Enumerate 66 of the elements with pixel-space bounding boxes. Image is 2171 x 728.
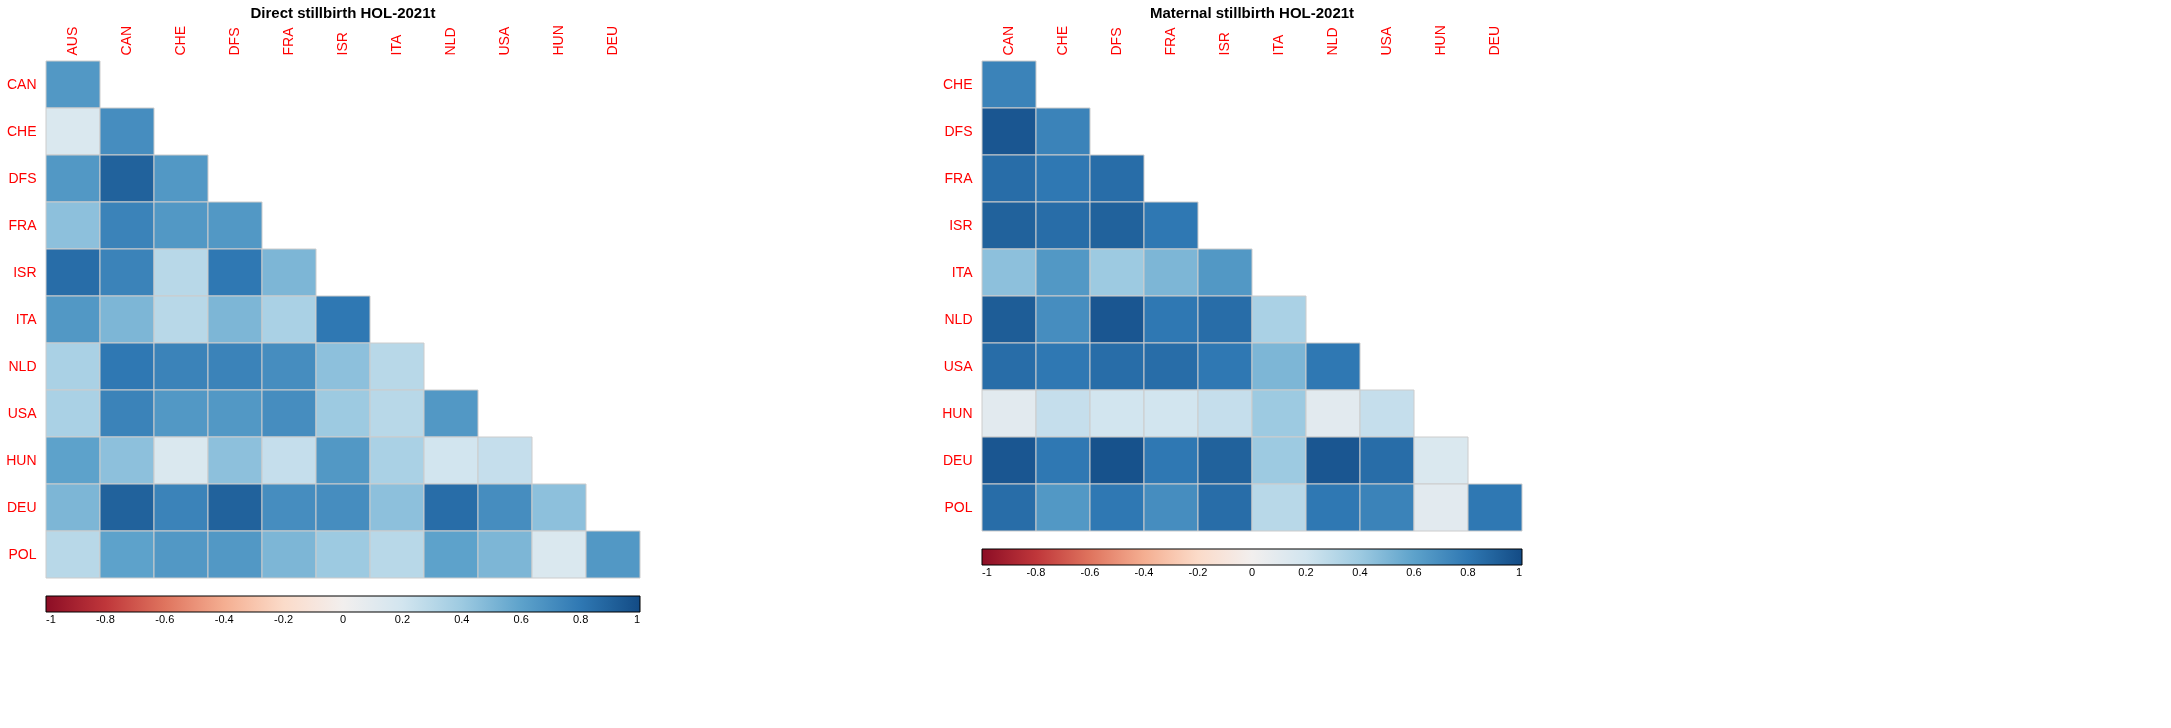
color-bar-label: -0.4 (1134, 566, 1154, 578)
y-tick-label: POL (8, 545, 37, 562)
x-tick-label: FRA (1162, 26, 1178, 56)
color-bar-label: 0.4 (454, 613, 470, 625)
chart-title: Direct stillbirth HOL-2021t (250, 3, 436, 21)
x-tick-label: DEU (604, 25, 620, 56)
color-bar-label: 0.6 (513, 613, 529, 625)
x-tick-label: DFS (226, 27, 242, 56)
x-tick-label: CAN (118, 25, 134, 56)
color-bar-label: -0.8 (95, 613, 115, 625)
color-bar-label: -0.4 (214, 613, 234, 625)
x-tick-label: AUS (64, 26, 80, 56)
color-bar-label: 1 (633, 613, 640, 625)
y-tick-label: DEU (942, 451, 973, 468)
y-tick-label: NLD (944, 310, 973, 327)
x-tick-label: CHE (1054, 25, 1070, 56)
x-tick-label: ITA (388, 34, 404, 56)
color-bar-label: 0 (1248, 566, 1256, 578)
x-tick-label: ISR (334, 32, 350, 56)
color-bar-label: -0.2 (1188, 566, 1208, 578)
x-tick-label: USA (496, 26, 512, 56)
x-tick-label: FRA (280, 26, 296, 56)
y-tick-label: POL (944, 498, 973, 515)
x-tick-label: USA (1378, 26, 1394, 56)
color-bar-label: 0 (339, 613, 347, 625)
y-tick-label: FRA (8, 216, 38, 233)
y-tick-label: CHE (6, 122, 37, 139)
x-tick-label: HUN (550, 25, 566, 56)
color-bar-label: -1 (982, 566, 992, 578)
y-tick-label: DFS (944, 122, 973, 139)
y-tick-label: CHE (942, 75, 973, 92)
y-tick-label: ISR (949, 216, 973, 233)
y-tick-label: USA (7, 404, 38, 421)
y-tick-label: ITA (951, 263, 974, 280)
y-tick-label: ITA (15, 310, 38, 327)
x-tick-label: ISR (1216, 32, 1232, 56)
x-tick-label: NLD (1324, 27, 1340, 56)
x-tick-label: DFS (1108, 27, 1124, 56)
y-tick-label: DFS (8, 169, 37, 186)
color-bar-label: -0.6 (1080, 566, 1100, 578)
color-bar-label: 1 (1515, 566, 1522, 578)
color-bar-label: 0.8 (1460, 566, 1476, 578)
y-tick-label: DEU (6, 498, 37, 515)
y-tick-label: FRA (944, 169, 974, 186)
x-tick-label: CAN (1000, 25, 1016, 56)
x-tick-label: HUN (1432, 25, 1448, 56)
color-bar-label: 0.4 (1352, 566, 1368, 578)
color-bar-label: -0.8 (1026, 566, 1046, 578)
y-tick-label: USA (943, 357, 974, 374)
x-tick-label: CHE (172, 25, 188, 56)
color-bar-label: -1 (46, 613, 56, 625)
y-tick-label: NLD (8, 357, 37, 374)
y-tick-label: ISR (13, 263, 37, 280)
color-bar-label: -0.2 (274, 613, 294, 625)
x-tick-label: ITA (1270, 34, 1286, 56)
y-tick-label: HUN (6, 451, 37, 468)
y-tick-label: HUN (942, 404, 973, 421)
color-bar-label: 0.6 (1406, 566, 1422, 578)
color-bar-label: 0.2 (394, 613, 411, 625)
y-tick-label: CAN (6, 75, 37, 92)
x-tick-label: DEU (1486, 25, 1502, 56)
chart-title: Maternal stillbirth HOL-2021t (1149, 3, 1355, 21)
color-bar-label: 0.2 (1298, 566, 1314, 578)
color-bar-label: -0.6 (155, 613, 175, 625)
color-bar-label: 0.8 (572, 613, 589, 625)
x-tick-label: NLD (442, 27, 458, 56)
